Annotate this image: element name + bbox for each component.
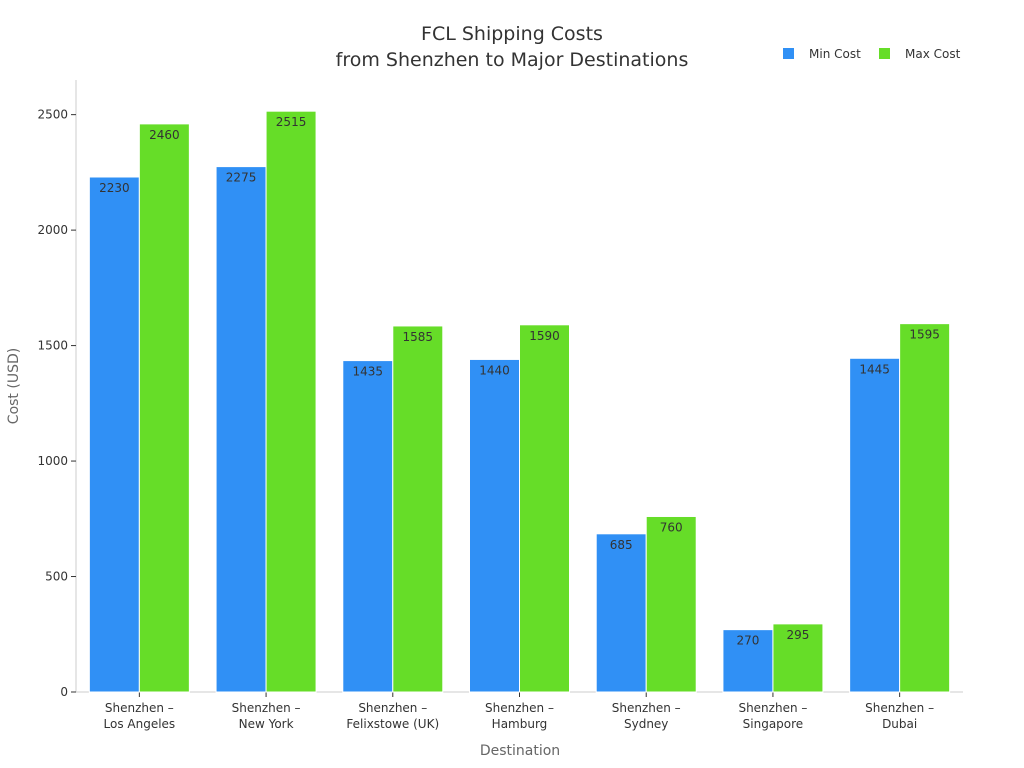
x-tick-label: Hamburg (492, 717, 548, 731)
bar (342, 360, 394, 693)
data-label: 685 (610, 538, 633, 552)
x-tick-label: Dubai (882, 717, 917, 731)
bar (392, 325, 444, 693)
x-tick-label: Shenzhen – (865, 701, 934, 715)
data-label: 1440 (479, 363, 510, 377)
data-label: 295 (786, 628, 809, 642)
y-tick-label: 500 (45, 570, 68, 584)
x-tick-label: Shenzhen – (105, 701, 174, 715)
y-tick-label: 2500 (37, 108, 68, 122)
x-tick-label: Shenzhen – (232, 701, 301, 715)
x-tick-label: Shenzhen – (485, 701, 554, 715)
x-tick-label: Shenzhen – (358, 701, 427, 715)
bar (519, 324, 570, 693)
axes: 0 500 1000 1500 2000 2500 Destination Cost (USD… (6, 80, 963, 759)
legend-label: Min Cost (809, 47, 861, 61)
data-label: 1595 (909, 328, 940, 342)
x-tick-label: Singapore (743, 717, 804, 731)
y-tick-label: 1000 (37, 454, 68, 468)
data-label: 1590 (529, 329, 560, 343)
data-label: 760 (660, 520, 683, 534)
x-tick-label: Los Angeles (104, 717, 176, 731)
data-label: 2230 (99, 181, 130, 195)
y-axis-title: Cost (USD) (6, 348, 22, 424)
data-label: 1445 (859, 362, 890, 376)
data-label: 2275 (226, 171, 257, 185)
bar (722, 629, 774, 693)
bar (265, 110, 317, 693)
legend: Min Cost Max Cost (783, 47, 961, 61)
x-axis-title: Destination (480, 743, 560, 759)
bars (88, 110, 951, 693)
bar (215, 166, 267, 693)
bar (899, 323, 951, 693)
bar (645, 515, 697, 693)
x-tick-label: New York (239, 717, 294, 731)
data-labels: 2230 2460 2275 2515 1435 1585 1440 1590 685 760 27… (99, 115, 940, 647)
x-tick-label: Sydney (624, 717, 668, 731)
x-tick-label: Felixstowe (UK) (346, 717, 439, 731)
chart-title: FCL Shipping Costs from Shenzhen to Major… (336, 23, 689, 71)
legend-label: Max Cost (905, 47, 961, 61)
data-label: 1435 (353, 365, 384, 379)
bar (849, 357, 901, 693)
data-label: 1585 (403, 330, 434, 344)
bar (138, 123, 190, 693)
x-tick-label: Shenzhen – (612, 701, 681, 715)
data-label: 2460 (149, 128, 180, 142)
chart-title-line: FCL Shipping Costs (421, 23, 603, 45)
bar (88, 176, 140, 693)
legend-swatch (783, 48, 794, 59)
chart-title-line: from Shenzhen to Major Destinations (336, 49, 689, 71)
y-tick-label: 2000 (37, 223, 68, 237)
bar (772, 623, 824, 693)
y-tick-label: 0 (60, 685, 68, 699)
x-tick-label: Shenzhen – (738, 701, 807, 715)
bar (469, 358, 520, 693)
y-tick-label: 1500 (37, 339, 68, 353)
data-label: 2515 (276, 115, 307, 129)
legend-swatch (879, 48, 890, 59)
bar (595, 533, 647, 693)
data-label: 270 (736, 634, 759, 648)
